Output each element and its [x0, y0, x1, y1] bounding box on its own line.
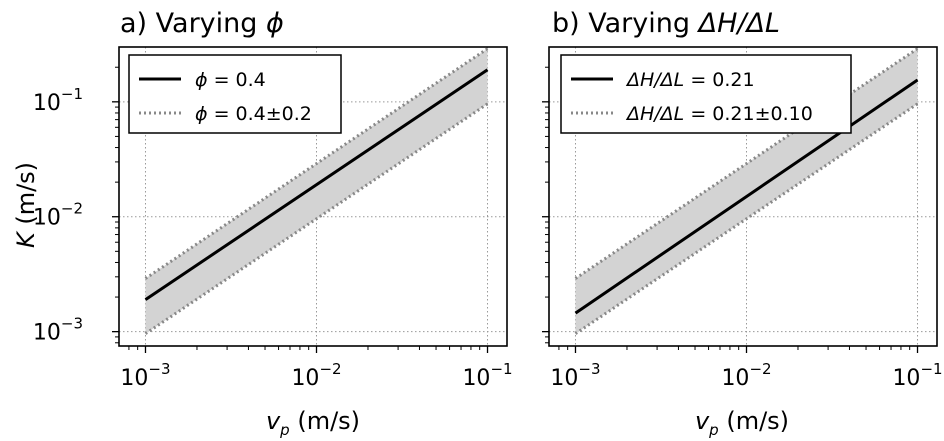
panel-b-lower-bound-line [574, 102, 919, 335]
panel-a-legend [128, 54, 342, 134]
panel-a-y-tick-label: 10−2 [33, 200, 83, 231]
panel-b-legend-label: ΔH/ΔL = 0.21 [625, 69, 755, 91]
panel-b-center-line [574, 78, 919, 315]
panel-a-uncertainty-band [145, 48, 488, 334]
panel-b-x-tick-label: 10−3 [550, 360, 600, 391]
panel-a-x-axis-label: vp (m/s) [266, 407, 360, 439]
panel-b-x-axis-label: vp (m/s) [695, 407, 789, 439]
panel-b: b) Varying ΔH/ΔL vp (m/s) 10−3 10−2 10−1 ΔH… [542, 8, 943, 439]
panel-a: a) Varying ϕ K (m/s) vp (m/s) 10−3 10−2 10… [12, 8, 513, 439]
panel-b-x-tick-label: 10−1 [892, 360, 942, 391]
panel-b-plot-frame [548, 46, 938, 347]
panel-a-legend-label: ϕ = 0.4±0.2 [195, 103, 312, 125]
panel-b-legend-label: ΔH/ΔL = 0.21±0.10 [625, 103, 813, 125]
panel-b-upper-bound-line [574, 47, 919, 280]
panel-a-plot-frame [118, 46, 508, 347]
panel-a-y-tick-label: 10−1 [33, 85, 83, 116]
panel-a-x-tick-label: 10−3 [120, 360, 170, 391]
panel-b-x-tick-label: 10−2 [721, 360, 771, 391]
panel-a-title: a) Varying ϕ [120, 8, 284, 39]
panel-a-legend-label: ϕ = 0.4 [195, 69, 266, 91]
panel-a-x-tick-label: 10−1 [462, 360, 512, 391]
panel-a-upper-bound-line [144, 47, 489, 280]
panel-a-x-tick-label: 10−2 [291, 360, 341, 391]
panel-a-center-line [144, 68, 489, 301]
panel-a-lower-bound-line [144, 102, 489, 335]
panel-a-y-axis-label: K (m/s) [12, 162, 40, 248]
panel-b-legend [560, 54, 852, 134]
panel-a-y-tick-label: 10−3 [33, 315, 83, 346]
panel-b-title: b) Varying ΔH/ΔL [552, 8, 780, 39]
